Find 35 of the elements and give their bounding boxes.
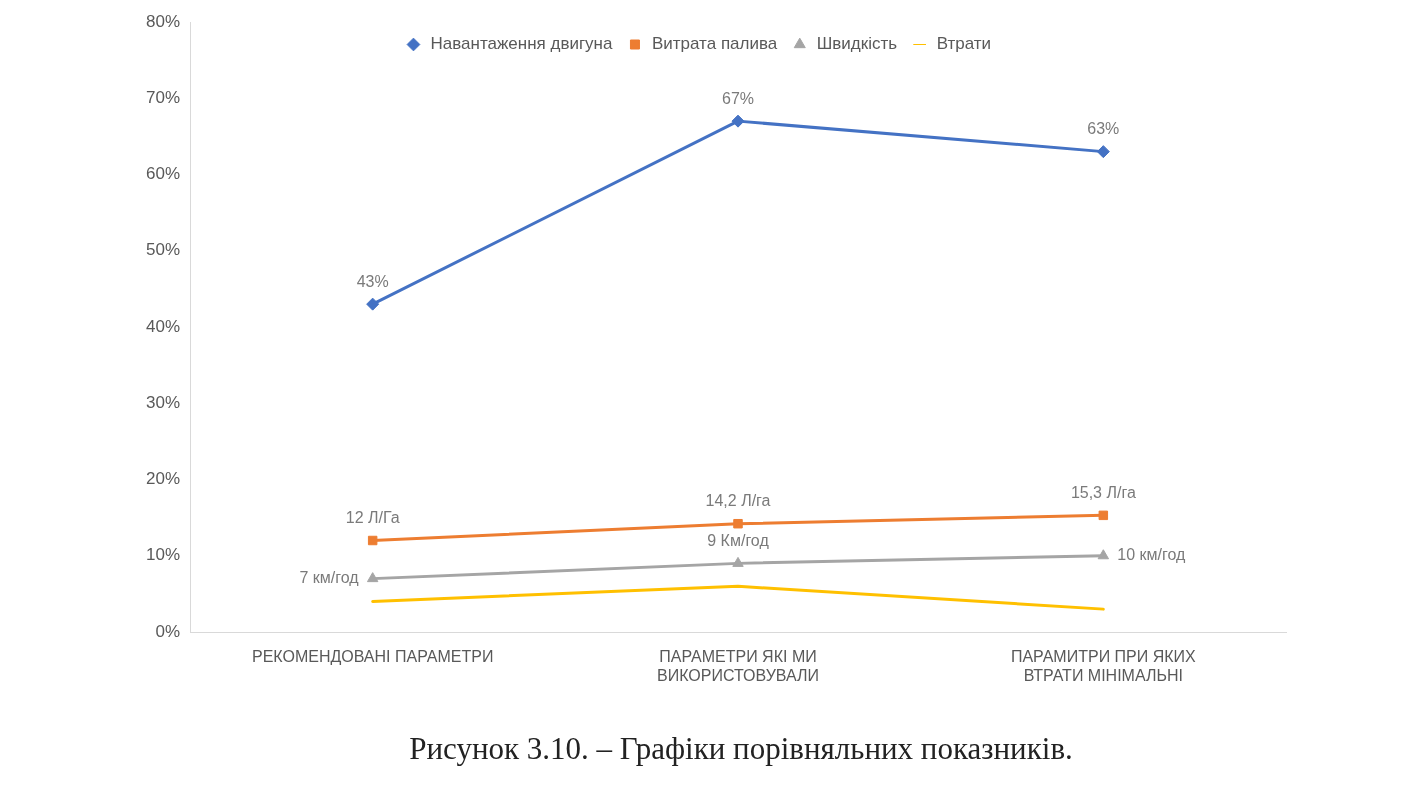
- y-tick-label: 60%: [145, 164, 180, 184]
- data-label: 15,3 Л/га: [1070, 483, 1136, 501]
- point: [1098, 510, 1109, 521]
- y-tick-label: 80%: [145, 11, 180, 31]
- y-tick-label: 70%: [145, 87, 180, 107]
- y-tick-label: 30%: [145, 392, 180, 412]
- y-tick-label: 50%: [145, 240, 180, 260]
- y-tick-label: 10%: [145, 545, 180, 565]
- point: [732, 556, 744, 567]
- legend-label: Навантаження двигуна: [430, 34, 614, 54]
- text: Рисунок 3.10. – Графіки порівняльних показників.: [408, 731, 1074, 767]
- point: [367, 535, 378, 546]
- data-label: 14,2 Л/га: [705, 492, 771, 510]
- y-tick-label: 20%: [145, 469, 180, 489]
- legend-label: Втрати: [936, 34, 992, 54]
- point: [733, 518, 743, 529]
- legend-label: Швидкість: [816, 34, 898, 54]
- y-tick-label: 40%: [145, 316, 180, 336]
- data-label: 67%: [721, 89, 755, 107]
- x-tick-label: ПАРАМИТРИ ПРИ ЯКИХ ВТРАТИ МІНІМАЛЬНІ: [1010, 648, 1197, 685]
- data-label: 63%: [1087, 120, 1120, 138]
- y-tick-label: 0%: [155, 621, 180, 641]
- data-label: 9 Км/год: [707, 531, 770, 549]
- point: [366, 572, 379, 583]
- x-tick-label: РЕКОМЕНДОВАНІ ПАРАМЕТРИ: [251, 648, 494, 666]
- point: [1097, 549, 1110, 560]
- point: [731, 114, 745, 128]
- legend-label: Витрата палива: [651, 34, 778, 54]
- point: [1096, 145, 1110, 159]
- point: [366, 297, 380, 311]
- data-label: 12 Л/Га: [345, 508, 400, 526]
- data-label: 10 км/год: [1117, 546, 1187, 564]
- data-label: 43%: [356, 272, 389, 290]
- x-tick-label: ПАРАМЕТРИ ЯКІ МИ ВИКОРИСТОВУВАЛИ: [657, 648, 819, 685]
- data-label: 7 км/год: [299, 569, 360, 587]
